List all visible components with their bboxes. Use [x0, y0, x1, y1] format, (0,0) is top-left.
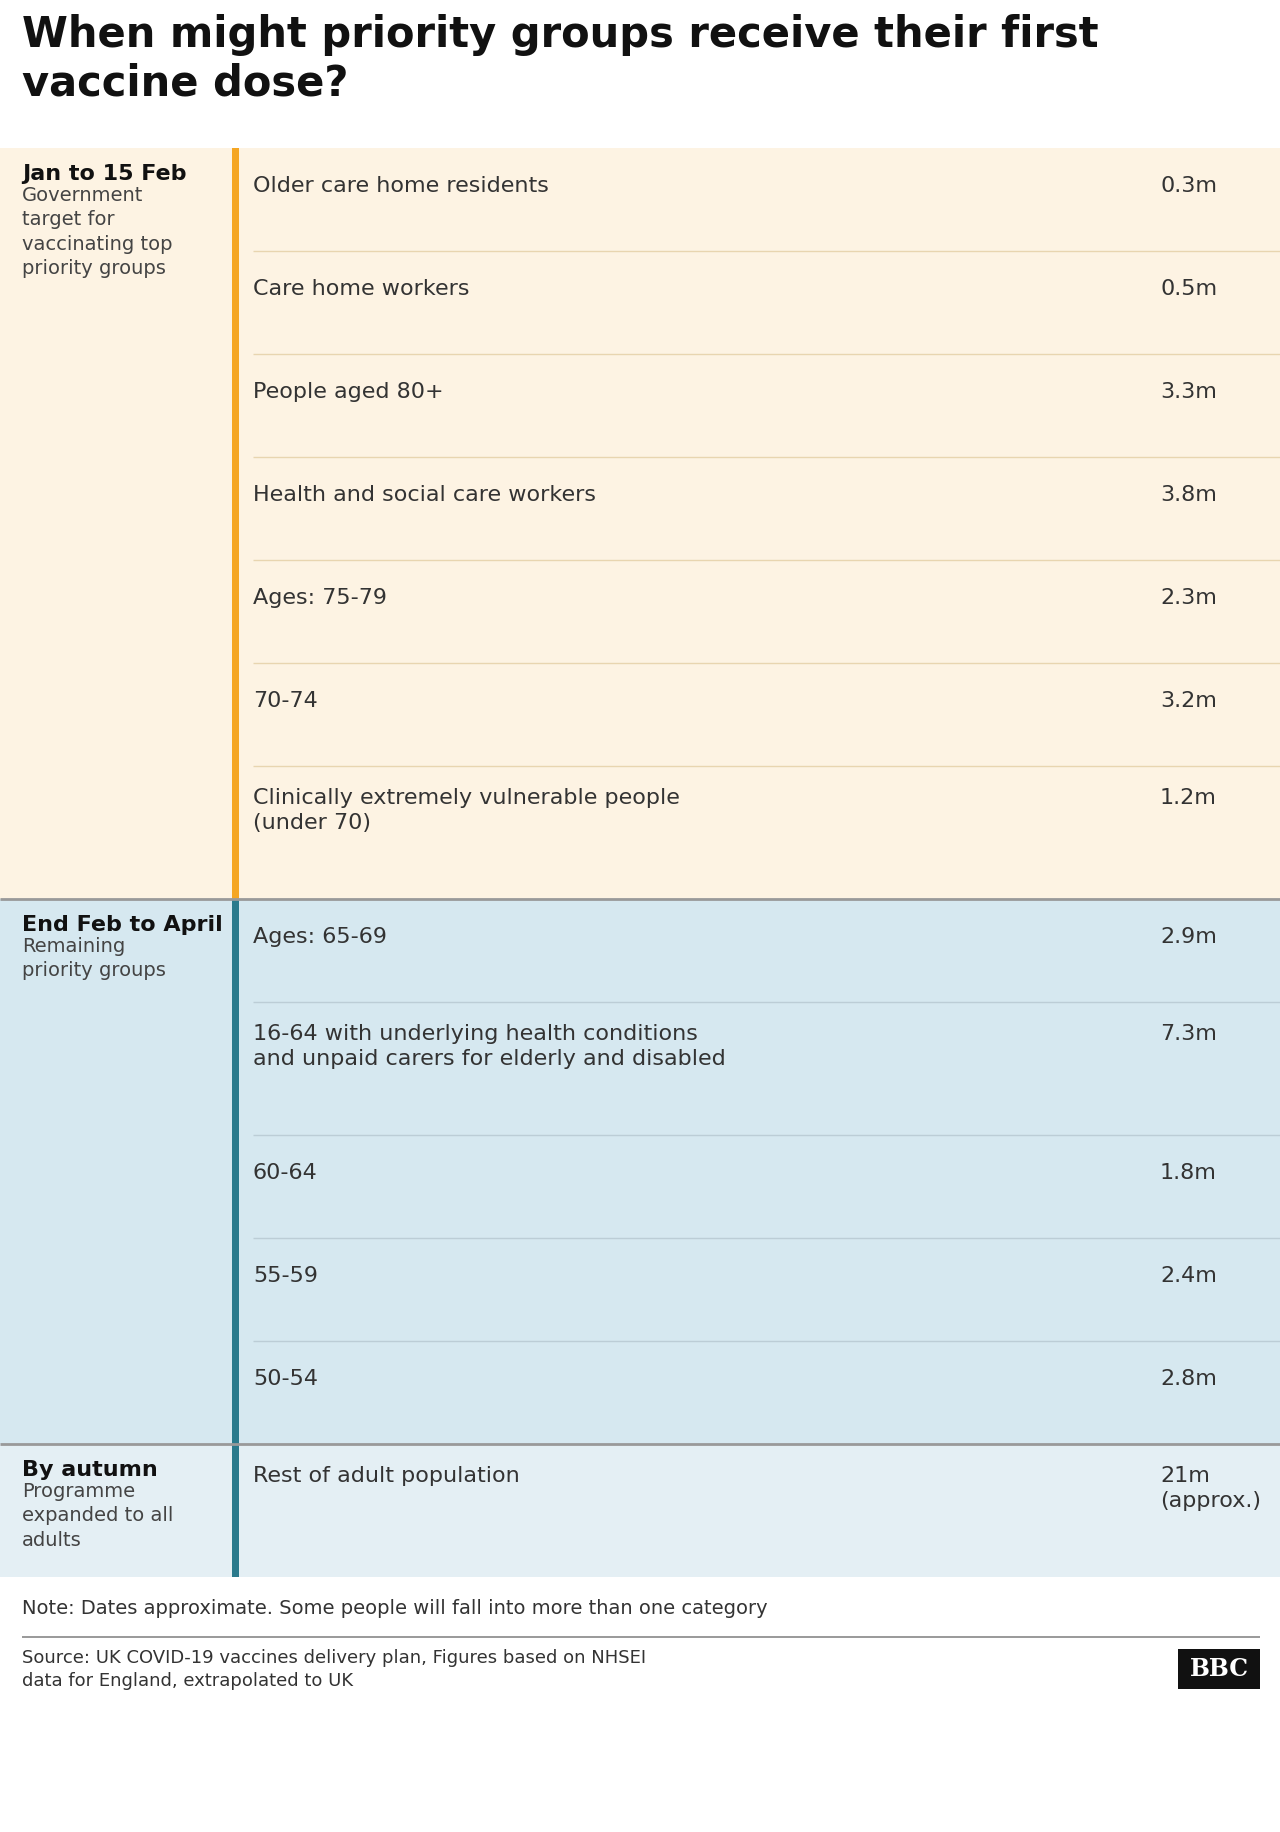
- Text: Note: Dates approximate. Some people will fall into more than one category: Note: Dates approximate. Some people wil…: [22, 1599, 768, 1618]
- Bar: [0, 1444, 1280, 1577]
- Text: 0.3m: 0.3m: [1160, 176, 1217, 196]
- Text: 2.4m: 2.4m: [1160, 1266, 1217, 1286]
- Bar: [1178, 1649, 1260, 1689]
- Text: Ages: 65-69: Ages: 65-69: [253, 927, 387, 947]
- Text: People aged 80+: People aged 80+: [253, 383, 444, 401]
- Text: When might priority groups receive their first
vaccine dose?: When might priority groups receive their…: [22, 15, 1098, 104]
- Text: Source: UK COVID-19 vaccines delivery plan, Figures based on NHSEI
data for Engl: Source: UK COVID-19 vaccines delivery pl…: [22, 1649, 646, 1689]
- Text: 0.5m: 0.5m: [1160, 278, 1217, 299]
- Text: 1.8m: 1.8m: [1160, 1163, 1217, 1183]
- Text: End Feb to April: End Feb to April: [22, 914, 223, 934]
- Bar: [0, 900, 1280, 1444]
- Text: Clinically extremely vulnerable people
(under 70): Clinically extremely vulnerable people (…: [253, 788, 680, 834]
- Bar: [232, 900, 239, 1444]
- Text: Ages: 75-79: Ages: 75-79: [253, 588, 387, 608]
- Text: 3.3m: 3.3m: [1160, 383, 1217, 401]
- Text: 2.8m: 2.8m: [1160, 1369, 1217, 1389]
- Text: Care home workers: Care home workers: [253, 278, 470, 299]
- Text: 60-64: 60-64: [253, 1163, 317, 1183]
- Text: Government
target for
vaccinating top
priority groups: Government target for vaccinating top pr…: [22, 187, 173, 278]
- Text: 2.9m: 2.9m: [1160, 927, 1217, 947]
- Text: 2.3m: 2.3m: [1160, 588, 1217, 608]
- Text: 21m
(approx.): 21m (approx.): [1160, 1466, 1261, 1511]
- Text: Programme
expanded to all
adults: Programme expanded to all adults: [22, 1482, 173, 1550]
- Text: 3.2m: 3.2m: [1160, 691, 1217, 711]
- Text: BBC: BBC: [1189, 1656, 1248, 1682]
- Text: Rest of adult population: Rest of adult population: [253, 1466, 520, 1486]
- Bar: [232, 1444, 239, 1577]
- Text: 70-74: 70-74: [253, 691, 317, 711]
- Text: 16-64 with underlying health conditions
and unpaid carers for elderly and disabl: 16-64 with underlying health conditions …: [253, 1024, 726, 1068]
- Text: 7.3m: 7.3m: [1160, 1024, 1217, 1044]
- Text: Jan to 15 Feb: Jan to 15 Feb: [22, 165, 187, 183]
- Text: Health and social care workers: Health and social care workers: [253, 485, 596, 506]
- Text: 1.2m: 1.2m: [1160, 788, 1217, 808]
- Text: Older care home residents: Older care home residents: [253, 176, 549, 196]
- Text: By autumn: By autumn: [22, 1460, 157, 1480]
- Text: Remaining
priority groups: Remaining priority groups: [22, 936, 166, 980]
- Bar: [232, 148, 239, 900]
- Bar: [0, 148, 1280, 900]
- Text: 3.8m: 3.8m: [1160, 485, 1217, 506]
- Text: 50-54: 50-54: [253, 1369, 317, 1389]
- Text: 55-59: 55-59: [253, 1266, 317, 1286]
